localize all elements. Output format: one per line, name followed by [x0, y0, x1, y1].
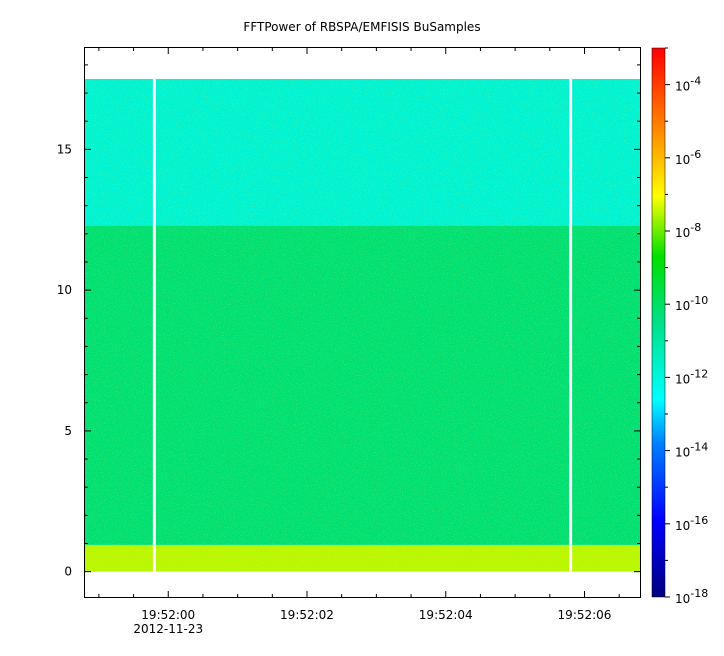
colorbar-tick-label: 10-14: [675, 441, 708, 460]
colorbar-tick-label: 10-16: [675, 514, 708, 533]
x-tick-label: 19:52:00: [141, 608, 195, 622]
colorbar-axis: 10-4 10-6 10-8 10-10 10-12 10-14 10-16 10-18: [665, 47, 708, 606]
x-tick-date-label: 2012-11-23: [133, 622, 203, 636]
colorbar-tick-label: 10-12: [675, 367, 708, 386]
y-tick-label: 0: [64, 565, 72, 579]
y-tick-label: 15: [57, 142, 72, 156]
colorbar-tick-label: 10-8: [675, 221, 701, 240]
y-tick-label: 10: [57, 283, 72, 297]
y-axis: 0 5 10 15: [57, 64, 640, 579]
colorbar-tick-label: 10-10: [675, 294, 708, 313]
plot-frame: [84, 47, 641, 598]
chart-title: FFTPower of RBSPA/EMFISIS BuSamples: [243, 20, 480, 34]
colorbar-tick-label: 10-4: [675, 75, 701, 94]
spectrogram-texture: [85, 78, 640, 572]
data-gap: [152, 78, 156, 572]
colorbar-tick-label: 10-18: [675, 587, 708, 606]
colorbar: [651, 47, 666, 598]
data-gaps: [152, 78, 573, 572]
data-gap: [569, 78, 573, 572]
y-tick-label: 5: [64, 424, 72, 438]
x-tick-label: 19:52:02: [280, 608, 334, 622]
colorbar-tick-label: 10-6: [675, 148, 701, 167]
x-tick-label: 19:52:04: [419, 608, 473, 622]
x-tick-label: 19:52:06: [558, 608, 612, 622]
